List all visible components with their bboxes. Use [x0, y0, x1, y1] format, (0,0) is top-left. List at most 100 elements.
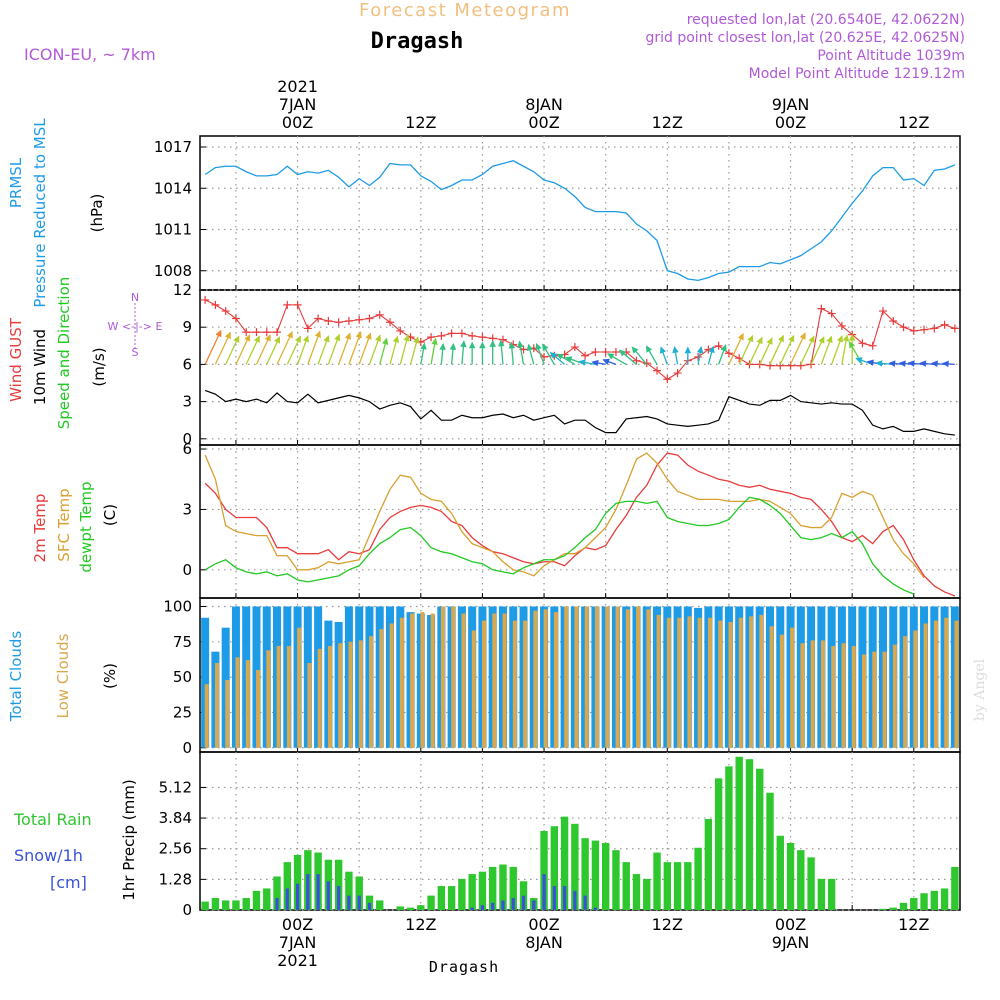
wind-arrow-head	[591, 359, 599, 367]
rain-bar	[889, 907, 897, 910]
low-cloud-bar	[307, 662, 312, 748]
rain-bar	[776, 835, 784, 910]
credit-text: by Angel	[972, 658, 988, 721]
wind-units: (m/s)	[90, 347, 108, 386]
low-cloud-bar	[892, 644, 897, 748]
wind-arrow-head	[875, 360, 883, 367]
wind-arrow-head	[413, 336, 420, 344]
rain-bar	[334, 859, 343, 910]
gust-marker	[663, 375, 672, 384]
wind-arrow-head	[302, 335, 309, 343]
gust-marker	[724, 349, 733, 358]
gust-marker	[252, 328, 261, 337]
y-tick-label: 1008	[154, 262, 192, 280]
wind-arrow-head	[517, 340, 524, 348]
temp-units: (C)	[101, 504, 119, 526]
low-cloud-bar	[235, 657, 240, 748]
wind-arrow-head	[645, 345, 653, 353]
snow-bar	[337, 886, 341, 910]
low-cloud-bar	[327, 646, 332, 748]
gust-marker	[386, 318, 394, 327]
gust-marker	[673, 369, 682, 378]
wind-arrow-head	[578, 359, 586, 366]
snow-bar	[326, 881, 331, 910]
gust-marker	[796, 361, 805, 370]
y-tick-label: 1.28	[159, 870, 192, 888]
rain-bar	[509, 866, 517, 910]
top-time-label-0: 00Z	[282, 113, 313, 132]
snow-label: Snow/1h	[14, 846, 83, 865]
wind-arrow-head	[215, 329, 222, 338]
y-tick-label: 100	[163, 597, 192, 615]
wind-arrow	[204, 330, 222, 365]
top-time-label-5: 12Z	[898, 113, 929, 132]
rain-bar	[899, 902, 908, 910]
snow-bar	[593, 907, 598, 910]
gust-marker	[478, 333, 487, 342]
rain-bar	[653, 852, 661, 910]
wind-arrow-head	[286, 331, 293, 339]
gust-marker	[375, 310, 384, 319]
compass-s: S	[132, 346, 139, 359]
rain-bar	[725, 766, 733, 910]
wind-arrow	[214, 332, 231, 365]
low-cloud-bar	[687, 616, 692, 748]
rain-bar	[920, 893, 928, 910]
wind-arrow-head	[720, 344, 727, 352]
snow-bar	[357, 895, 361, 910]
wind-arrow-head	[659, 346, 667, 354]
gust-marker	[591, 348, 600, 356]
rain-bar	[437, 886, 446, 910]
rain-bar	[632, 874, 641, 910]
low-cloud-bar	[225, 679, 230, 748]
low-cloud-bar	[543, 609, 548, 748]
wind-arrow-head	[737, 332, 744, 341]
bottom-time-label-2: 00Z	[528, 915, 559, 934]
temp-dewpt-label: dewpt Temp	[77, 481, 95, 572]
gust-marker	[786, 361, 795, 370]
y-tick-label: 0	[182, 430, 192, 448]
low-cloud-bar	[851, 646, 856, 748]
low-cloud-bar	[862, 654, 867, 748]
rain-bar	[560, 816, 569, 910]
rain-bar	[735, 756, 743, 910]
y-tick-label: 6	[182, 440, 192, 458]
low-cloud-bar	[933, 620, 938, 748]
low-cloud-bar	[430, 613, 435, 748]
wind-arrow-head	[747, 334, 754, 343]
wind-arrow-head	[439, 343, 446, 351]
rain-bar	[252, 890, 261, 910]
y-tick-label: 2.56	[159, 840, 192, 858]
rain-bar	[673, 862, 682, 910]
rain-bar	[879, 908, 887, 910]
low-cloud-bar	[595, 606, 600, 748]
gust-marker	[457, 329, 466, 338]
wind-arrow-head	[375, 334, 382, 342]
wind-arrow-head	[253, 335, 260, 343]
wind-arrow-head	[888, 360, 896, 367]
gust-marker	[334, 318, 343, 327]
rain-bar	[930, 890, 939, 910]
y-tick-label: 0	[182, 739, 192, 757]
gust-marker	[211, 300, 220, 309]
low-cloud-bar	[841, 643, 846, 748]
gust-marker	[611, 348, 620, 356]
low-cloud-bar	[451, 606, 456, 748]
rain-bar	[283, 862, 291, 910]
requested-coords: requested lon,lat (20.6540E, 42.0622N)	[687, 12, 965, 28]
gust-marker	[920, 325, 929, 334]
low-cloud-bar	[831, 646, 836, 748]
footer-station: Dragash	[429, 958, 499, 976]
low-cloud-bar	[738, 617, 743, 748]
rain-bar	[273, 876, 281, 910]
low-cloud-bar	[666, 617, 671, 748]
rain-bar	[663, 862, 671, 910]
y-tick-label: 1017	[154, 138, 192, 156]
rain-bar	[232, 900, 240, 910]
wind-arrow-head	[836, 335, 844, 343]
compass-n: N	[131, 291, 139, 304]
snow-bar	[480, 905, 485, 910]
y-tick-label: 5.12	[159, 778, 192, 796]
snow-bar	[295, 883, 300, 910]
wind-arrow-head	[542, 343, 549, 351]
